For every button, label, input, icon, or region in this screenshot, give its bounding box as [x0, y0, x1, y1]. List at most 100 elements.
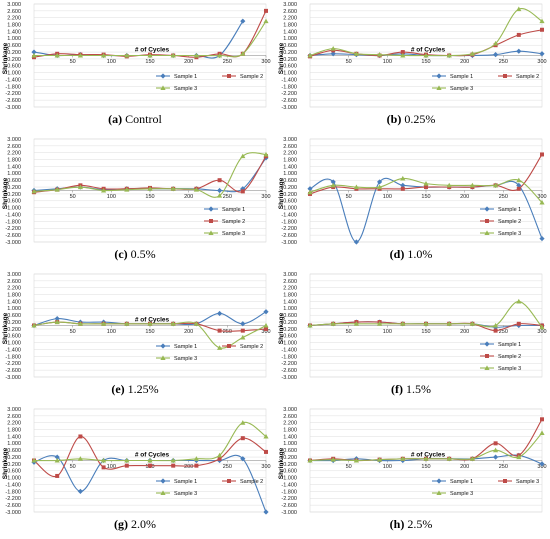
data-point	[217, 328, 222, 333]
data-point	[147, 186, 153, 191]
data-point	[124, 463, 129, 468]
y-tick-label: -0.200	[5, 327, 21, 333]
data-point	[377, 184, 383, 190]
y-tick-label: -0.200	[281, 327, 297, 333]
x-tick-label: 250	[223, 329, 232, 335]
y-tick-label: 2.600	[7, 414, 21, 420]
y-axis: 3.0002.6002.2001.8001.4001.0000.6000.200…	[5, 272, 266, 381]
x-tick-label: 250	[499, 464, 508, 470]
panel-f: 3.000 2.600 2.200 1.800 1.400 1.000 0.600 0.200…	[276, 270, 547, 398]
legend: Sample 1 Sample 2 Sample 3	[432, 73, 539, 92]
legend-item: Sample 3	[204, 230, 245, 237]
legend-item: Sample 1	[156, 343, 197, 350]
series-3	[307, 430, 545, 463]
caption-label: Control	[125, 112, 162, 126]
legend-label: Sample 1	[174, 479, 197, 485]
data-point	[77, 52, 83, 58]
data-point	[264, 326, 268, 331]
data-point	[400, 182, 406, 188]
legend-item: Sample 3	[156, 85, 197, 92]
y-tick-label: 1.000	[283, 306, 297, 312]
y-tick-label: -1.000	[5, 476, 21, 482]
data-point	[217, 456, 222, 461]
data-point	[170, 186, 176, 191]
data-point	[148, 463, 152, 468]
x-tick-label: 150	[145, 59, 154, 65]
x-axis-label: # of Cycles	[135, 317, 170, 324]
data-point	[540, 152, 544, 157]
data-point	[240, 420, 246, 425]
y-tick-label: 1.400	[7, 164, 21, 170]
y-tick-label: -1.800	[5, 219, 21, 225]
legend-marker	[227, 479, 231, 483]
data-point	[170, 52, 176, 58]
data-point	[124, 321, 130, 326]
y-tick-label: -0.600	[5, 334, 21, 340]
x-tick-label: 300	[261, 59, 270, 65]
y-tick-label: 2.200	[7, 16, 21, 22]
y-tick-label: 3.000	[283, 2, 297, 8]
y-tick-label: -1.400	[5, 77, 21, 83]
data-point	[330, 321, 336, 326]
y-tick-label: 1.400	[283, 434, 297, 440]
y-tick-label: -3.000	[281, 510, 297, 516]
chart-f: 3.0002.6002.2001.8001.4001.0000.6000.200…	[278, 272, 547, 381]
y-tick-label: 0.200	[7, 50, 21, 56]
x-tick-label: 200	[184, 194, 193, 200]
legend: Sample 1 Sample 2 Sample 3	[480, 341, 521, 372]
x-tick-label: 200	[184, 59, 193, 65]
data-point	[539, 324, 545, 330]
data-point	[539, 18, 545, 24]
x-tick-label: 150	[421, 464, 430, 470]
y-tick-label: 1.400	[7, 434, 21, 440]
x-tick-label: 200	[460, 59, 469, 65]
data-point	[400, 175, 406, 181]
data-point	[539, 461, 545, 467]
x-tick-label: 300	[537, 329, 546, 335]
y-tick-label: -2.200	[5, 361, 21, 367]
data-point	[77, 456, 83, 461]
data-point	[446, 182, 452, 188]
y-tick-label: -3.000	[5, 240, 21, 246]
y-tick-label: 3.000	[7, 407, 21, 413]
data-point	[539, 235, 545, 242]
data-point	[377, 457, 383, 462]
x-tick-label: 250	[223, 59, 232, 65]
chart-e: 3.0002.6002.2001.8001.4001.0000.6000.200…	[2, 272, 271, 381]
data-point	[263, 18, 269, 24]
legend-label: Sample 1	[450, 479, 473, 485]
x-tick-label: 150	[145, 329, 154, 335]
y-tick-label: 2.600	[283, 414, 297, 420]
y-tick-label: 1.000	[283, 441, 297, 447]
y-tick-label: -0.200	[281, 57, 297, 63]
data-point	[540, 27, 544, 32]
y-tick-label: -0.600	[281, 64, 297, 70]
y-tick-label: -3.000	[5, 105, 21, 111]
data-point	[101, 465, 106, 470]
legend-marker	[160, 490, 166, 495]
y-tick-label: 2.200	[7, 421, 21, 427]
legend: Sample 1 Sample 2 Sample 3	[480, 206, 521, 237]
data-point	[240, 334, 246, 340]
y-tick-label: -0.600	[281, 469, 297, 475]
legend-item: Sample 1	[156, 478, 197, 485]
x-axis-label: # of Cycles	[411, 47, 446, 54]
panel-a: 3.000 2.600 2.200 1.800 1.400 1.000 0.600 0.200…	[0, 0, 271, 128]
legend-label: Sample 3	[498, 231, 521, 237]
series-3	[307, 175, 545, 205]
caption-label: 1.0%	[407, 247, 433, 261]
y-tick-label: 1.400	[7, 299, 21, 305]
data-point	[240, 189, 245, 194]
y-tick-label: 0.600	[7, 43, 21, 49]
y-tick-label: 2.600	[7, 9, 21, 15]
y-tick-label: -3.000	[5, 510, 21, 516]
data-point	[31, 322, 37, 328]
chart-h: 3.0002.6002.2001.8001.4001.0000.6000.200…	[278, 407, 547, 516]
legend-marker	[208, 230, 214, 235]
data-point	[469, 321, 475, 326]
y-tick-label: 1.800	[7, 293, 21, 299]
x-tick-label: 200	[460, 329, 469, 335]
legend-label: Sample 2	[516, 74, 539, 80]
y-tick-label: 0.600	[7, 313, 21, 319]
data-point	[217, 187, 223, 194]
